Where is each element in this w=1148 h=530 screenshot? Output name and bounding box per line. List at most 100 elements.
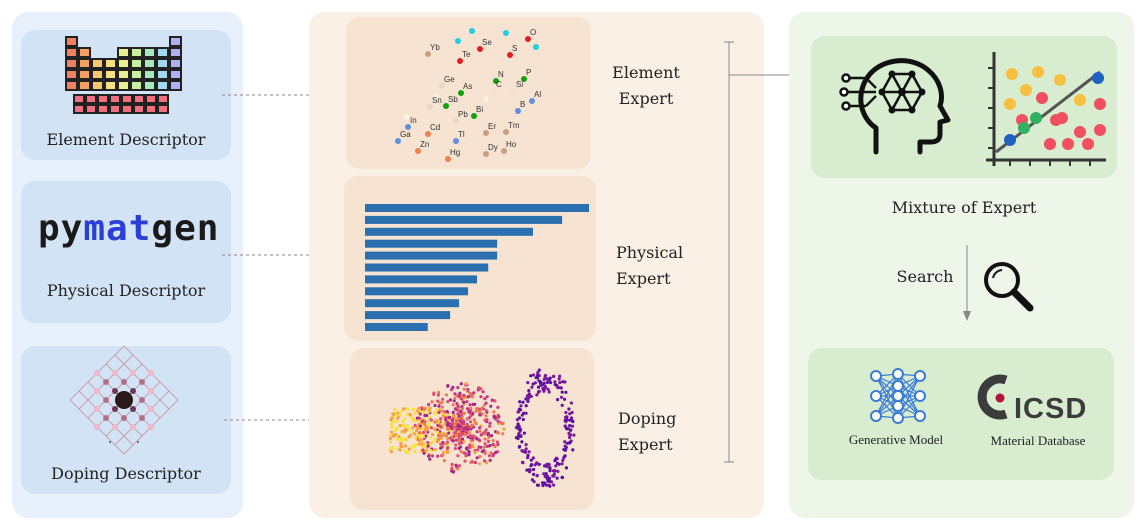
doping-point [459, 417, 463, 421]
doping-point [398, 413, 402, 417]
doping-point [559, 386, 563, 390]
doping-point [403, 417, 407, 421]
doping-point [514, 426, 518, 430]
periodic-cell [169, 58, 182, 69]
doping-point [469, 439, 473, 443]
element-symbol-label: B [520, 100, 525, 109]
doping-point [517, 407, 522, 411]
doping-point [400, 444, 404, 449]
doping-point [517, 416, 522, 420]
doping-point [455, 433, 459, 437]
doping-point [500, 422, 504, 426]
doping-point [495, 430, 499, 435]
doping-point [522, 431, 526, 435]
doping-point [517, 431, 521, 436]
doping-point [561, 458, 565, 462]
doping-point [441, 414, 445, 418]
doping-point [459, 433, 463, 438]
doping-point [485, 418, 489, 422]
doping-point [439, 424, 443, 428]
element-expert-label: Element Expert [612, 63, 680, 108]
lattice-atom [94, 406, 100, 412]
doping-point [458, 424, 462, 428]
doping-point [465, 400, 469, 404]
doping-point [439, 442, 443, 446]
doping-point [496, 442, 500, 447]
doping-point [545, 377, 549, 381]
lattice-atom [112, 406, 118, 412]
lanthanide-cell [109, 94, 121, 104]
doping-point [451, 439, 455, 443]
doping-point [445, 410, 449, 414]
periodic-cell [78, 80, 91, 91]
doping-point [484, 401, 488, 405]
doping-point [540, 481, 545, 485]
doping-point [405, 412, 409, 416]
doping-point [433, 403, 437, 408]
nn-node [892, 380, 904, 392]
doping-point [457, 441, 461, 446]
element-point [425, 131, 431, 137]
doping-point [458, 391, 462, 395]
doping-point [563, 454, 567, 458]
element-symbol-label: C [496, 80, 502, 89]
doping-point [417, 439, 421, 443]
doping-point [469, 406, 473, 410]
importance-bar [365, 251, 498, 260]
physical-descriptor-card [21, 181, 231, 323]
regression-dot [1074, 126, 1086, 138]
doping-point [483, 397, 487, 401]
periodic-cell [117, 58, 130, 69]
periodic-cell [130, 69, 143, 80]
doping-point [439, 446, 443, 450]
doping-point [437, 404, 441, 408]
doping-point [392, 434, 396, 438]
doping-point [478, 429, 482, 433]
doping-point [547, 478, 551, 482]
doping-point [411, 417, 416, 421]
nn-node [892, 400, 904, 412]
importance-bar [365, 287, 469, 296]
doping-point [448, 398, 452, 402]
doping-point [491, 439, 495, 443]
doping-point [468, 430, 472, 435]
doping-point [570, 424, 575, 428]
regression-dot [1006, 68, 1018, 80]
doping-point [564, 410, 568, 415]
physical-expert-label: Physical Expert [616, 243, 684, 288]
doping-point [447, 431, 451, 435]
element-descriptor-label: Element Descriptor [46, 130, 206, 149]
lanthanide-cell [85, 104, 97, 114]
doping-point [455, 402, 459, 406]
importance-bar [365, 204, 589, 212]
doping-point [440, 405, 444, 409]
doping-point [464, 454, 468, 458]
element-point [515, 108, 521, 114]
doping-point [478, 455, 482, 459]
element-point [483, 96, 489, 102]
element-point [453, 138, 459, 144]
doping-point [465, 447, 469, 451]
doping-point [389, 450, 393, 454]
importance-bar [365, 323, 428, 331]
doping-point [400, 409, 404, 413]
doping-point [456, 386, 460, 390]
periodic-cell [78, 58, 91, 69]
doping-point [440, 401, 444, 405]
doping-point [542, 389, 546, 393]
doping-point [438, 436, 442, 440]
doping-point [485, 444, 490, 448]
doping-point [436, 433, 441, 437]
doping-point [435, 408, 439, 412]
doping-point [558, 374, 562, 378]
doping-point [543, 373, 548, 378]
doping-point [469, 424, 473, 428]
doping-point [462, 440, 466, 444]
doping-point [568, 424, 572, 428]
doping-point [560, 475, 564, 479]
doping-point [453, 396, 457, 400]
doping-point [560, 462, 564, 466]
generative-model-label: Generative Model [848, 432, 944, 447]
lanthanide-cell [133, 104, 145, 114]
importance-bar [365, 263, 489, 272]
